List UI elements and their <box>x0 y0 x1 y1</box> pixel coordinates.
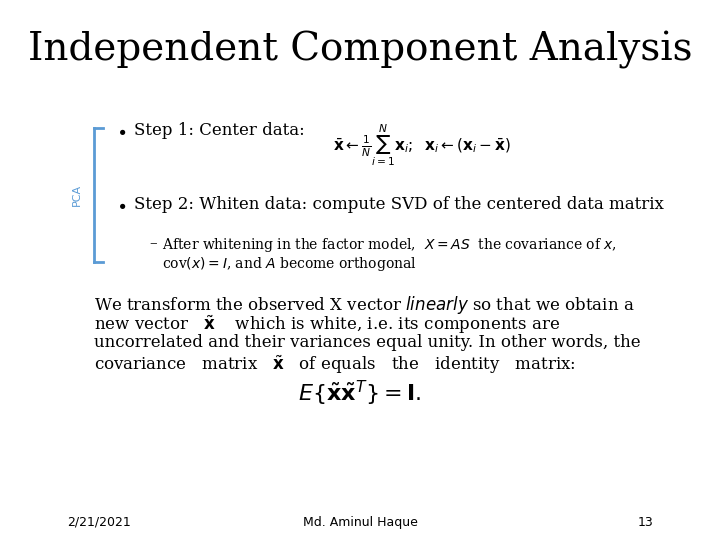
Text: cov$(x) = I$, and $A$ become orthogonal: cov$(x) = I$, and $A$ become orthogonal <box>161 255 416 273</box>
Text: Step 2: Whiten data: compute SVD of the centered data matrix: Step 2: Whiten data: compute SVD of the … <box>134 196 664 213</box>
Text: Step 1: Center data:: Step 1: Center data: <box>134 122 305 139</box>
Text: After whitening in the factor model,  $X = AS$  the covariance of $x$,: After whitening in the factor model, $X … <box>161 236 616 254</box>
Text: 13: 13 <box>637 516 653 529</box>
Text: covariance   matrix   $\tilde{\mathbf{x}}$   of equals   the   identity   matrix: covariance matrix $\tilde{\mathbf{x}}$ o… <box>94 354 576 376</box>
Text: $\bullet$: $\bullet$ <box>116 122 126 140</box>
Text: PCA: PCA <box>72 184 82 206</box>
Text: 2/21/2021: 2/21/2021 <box>67 516 130 529</box>
Text: uncorrelated and their variances equal unity. In other words, the: uncorrelated and their variances equal u… <box>94 334 641 351</box>
Text: Md. Aminul Haque: Md. Aminul Haque <box>302 516 418 529</box>
Text: $\bar{\mathbf{x}} \leftarrow \frac{1}{N}\sum_{i=1}^{N}\mathbf{x}_i;\;\; \mathbf{: $\bar{\mathbf{x}} \leftarrow \frac{1}{N}… <box>333 122 510 168</box>
Text: $E\{\tilde{\mathbf{x}}\tilde{\mathbf{x}}^T\} = \mathbf{I}.$: $E\{\tilde{\mathbf{x}}\tilde{\mathbf{x}}… <box>298 379 422 408</box>
Text: $\bullet$: $\bullet$ <box>116 196 126 214</box>
Text: –: – <box>149 236 157 250</box>
Text: Independent Component Analysis: Independent Component Analysis <box>28 31 692 69</box>
Text: new vector   $\tilde{\mathbf{x}}$    which is white, i.e. its components are: new vector $\tilde{\mathbf{x}}$ which is… <box>94 314 560 336</box>
Text: We transform the observed X vector $\mathit{linearly}$ so that we obtain a: We transform the observed X vector $\mat… <box>94 294 635 316</box>
